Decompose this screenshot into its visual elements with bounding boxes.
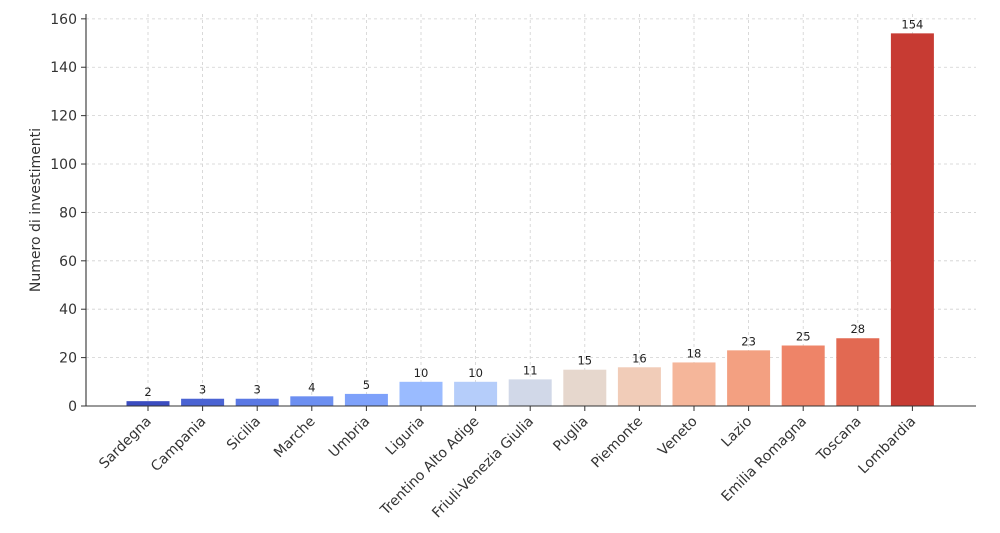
bar-emilia-romagna (781, 345, 825, 406)
x-tick-label: Toscana (813, 414, 864, 465)
x-tick-label: Campania (148, 414, 209, 475)
axes (85, 14, 976, 407)
bar-friuli-venezia-giulia (508, 379, 552, 406)
bar-puglia (563, 369, 607, 406)
bar-value-label: 3 (199, 383, 206, 397)
bar-value-label: 16 (632, 351, 647, 365)
x-tick-label: Sicilia (224, 414, 264, 454)
x-tick-label: Puglia (550, 414, 591, 455)
bar-value-label: 10 (414, 366, 429, 380)
bar-value-label: 11 (523, 363, 538, 377)
bar-value-label: 10 (468, 366, 483, 380)
bar-value-label: 5 (363, 378, 370, 392)
y-tick-label: 80 (59, 205, 77, 221)
y-tick-label: 20 (59, 351, 77, 367)
bar-veneto (672, 362, 716, 406)
bar-value-label: 25 (796, 330, 811, 344)
x-tick-label: Umbria (326, 414, 373, 461)
bar-piemonte (617, 367, 661, 406)
grid-lines (86, 14, 976, 407)
bar-trentino-alto-adige (454, 381, 498, 406)
bar-value-label: 4 (308, 380, 315, 394)
bar-toscana (836, 338, 880, 406)
bar-sicilia (235, 398, 279, 406)
bar-value-label: 18 (687, 346, 702, 360)
y-axis-title: Numero di investimenti (28, 128, 44, 292)
bar-value-label: 28 (850, 322, 865, 336)
bar-lombardia (890, 33, 934, 406)
y-tick-label: 100 (50, 157, 77, 173)
bar-value-label: 2 (144, 385, 151, 399)
x-tick-label: Liguria (383, 414, 428, 459)
y-tick-label: 120 (50, 109, 77, 125)
bar-value-label: 15 (577, 354, 592, 368)
bar-sardegna (126, 401, 170, 406)
bar-lazio (727, 350, 771, 406)
x-tick-label: Piemonte (588, 414, 646, 472)
y-tick-label: 140 (50, 60, 77, 76)
bars (126, 33, 934, 406)
x-tick-label: Sardegna (96, 414, 155, 473)
y-tick-label: 160 (50, 12, 77, 28)
y-tick-label: 60 (59, 254, 77, 270)
y-tick-labels: 0 20 40 60 80 100 120 140 160 (50, 12, 86, 415)
bar-value-label: 154 (901, 17, 923, 31)
x-tick-label: Lazio (719, 414, 756, 451)
x-tick-label: Friuli-Venezia Giulia (429, 414, 537, 522)
bar-umbria (344, 393, 388, 406)
bar-value-label: 3 (254, 383, 261, 397)
bar-marche (290, 396, 334, 406)
bar-value-label: 23 (741, 334, 756, 348)
x-tick-label: Veneto (655, 414, 701, 460)
x-tick-label: Trentino Alto Adige (377, 414, 483, 520)
x-tick-label: Lombardia (856, 414, 920, 478)
y-tick-label: 0 (68, 399, 77, 415)
bar-liguria (399, 381, 443, 406)
x-tick-label: Marche (271, 414, 319, 462)
bar-campania (181, 398, 225, 406)
y-tick-label: 40 (59, 302, 77, 318)
